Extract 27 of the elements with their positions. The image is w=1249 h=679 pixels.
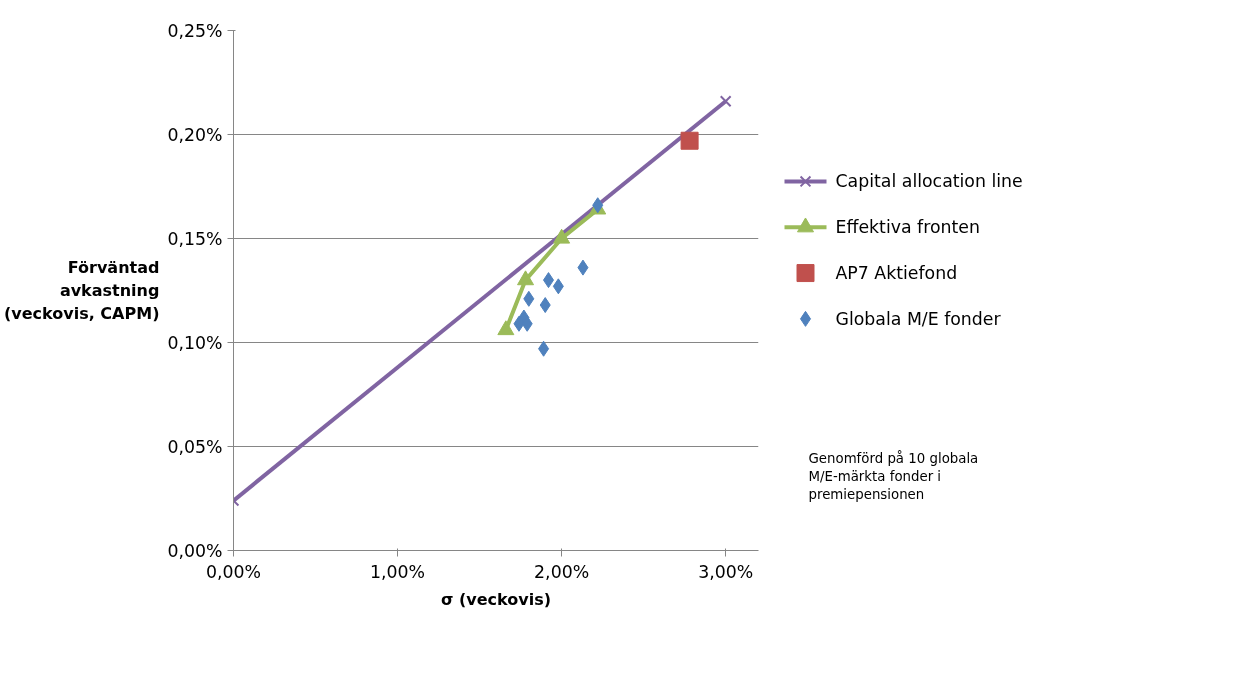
x-tick-label: 2,00% — [534, 561, 590, 582]
y-tick-label: 0,25% — [167, 20, 223, 41]
legend-label: Effektiva fronten — [835, 217, 980, 238]
y-tick-label: 0,15% — [167, 228, 223, 249]
point — [538, 340, 550, 357]
legend-label: Capital allocation line — [835, 171, 1023, 192]
legend-label: AP7 Aktiefond — [835, 263, 958, 284]
y-tick-label: 0,00% — [167, 540, 223, 561]
y-tick-label: 0,05% — [167, 436, 223, 457]
point — [521, 315, 533, 332]
x-axis-title: σ (veckovis) — [440, 589, 552, 609]
point — [497, 320, 515, 336]
point — [517, 270, 535, 286]
point — [680, 131, 699, 150]
y-axis-title: Förväntad avkastning (veckovis, CAPM) — [4, 258, 160, 323]
point — [539, 297, 551, 314]
point — [513, 315, 525, 332]
text: Genomförd på 10 globala M/E-märkta fonder i premiepensionen — [808, 449, 979, 502]
x-tick-label: 1,00% — [370, 561, 426, 582]
x-tick-label: 0,00% — [205, 561, 262, 582]
x-tick-label: 3,00% — [698, 561, 754, 582]
point — [577, 259, 589, 276]
legend-label: Globala M/E fonder — [835, 308, 1002, 329]
point — [552, 278, 564, 295]
y-tick-label: 0,10% — [167, 332, 223, 353]
point — [523, 290, 535, 307]
y-tick-label: 0,20% — [167, 124, 223, 145]
